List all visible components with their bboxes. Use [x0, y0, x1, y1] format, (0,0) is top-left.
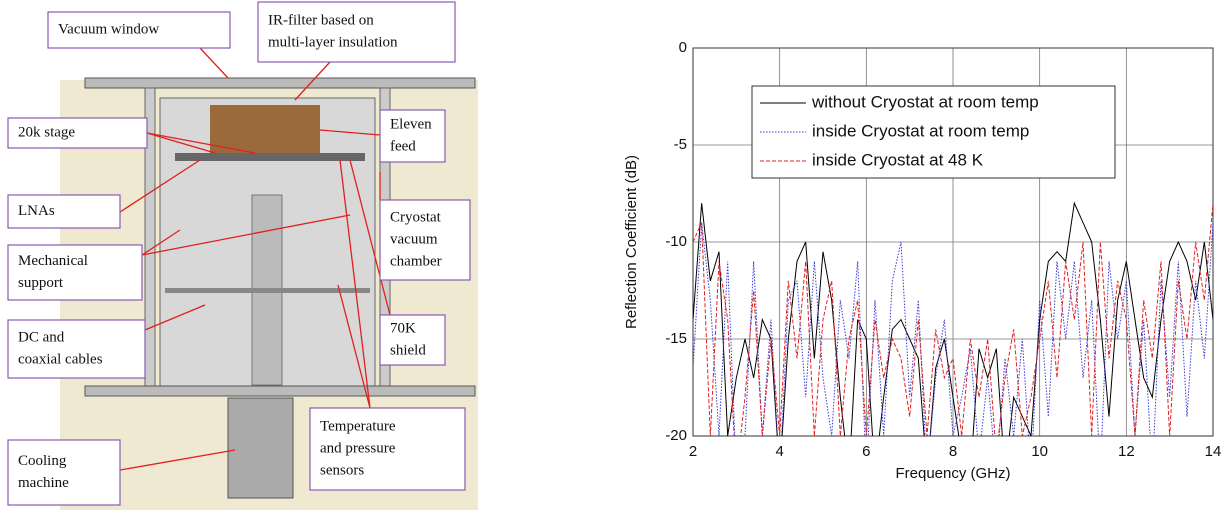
- label-text: Mechanical: [18, 253, 88, 269]
- label-text: shield: [390, 342, 426, 358]
- arrow: [119, 159, 201, 213]
- legend-label: inside Cryostat at 48 K: [812, 150, 984, 169]
- label-text: Vacuum window: [58, 21, 159, 37]
- label-box: [7, 194, 121, 229]
- arrow: [294, 61, 331, 101]
- label-text: Cooling: [18, 453, 67, 469]
- arrow: [119, 449, 236, 471]
- label-box: [7, 244, 143, 301]
- label-box: [379, 199, 471, 281]
- label-box: [7, 319, 146, 379]
- x-tick-label: 14: [1205, 443, 1222, 460]
- legend-box: [751, 85, 1116, 179]
- cryostat-diagram: Vacuum window IR-filter based on multi-lay…: [7, 1, 478, 510]
- arrow: [337, 284, 371, 409]
- label-text: 20k stage: [18, 124, 75, 140]
- arrow: [146, 132, 256, 154]
- y-tick-label: 0: [679, 39, 687, 56]
- arrow: [141, 229, 181, 256]
- label-text: 70K: [390, 320, 416, 336]
- label-text: Temperature: [320, 418, 396, 434]
- arrow: [146, 132, 216, 154]
- arrows: [119, 47, 391, 471]
- label-text: Eleven: [390, 116, 432, 132]
- arrow: [319, 129, 381, 136]
- x-tick-label: 6: [862, 443, 870, 460]
- label-text: vacuum: [390, 231, 438, 247]
- label-text: machine: [18, 475, 69, 491]
- x-tick-label: 8: [949, 443, 957, 460]
- x-tick-label: 12: [1118, 443, 1135, 460]
- x-tick-label: 10: [1031, 443, 1048, 460]
- stage-20k: [175, 153, 365, 161]
- label-text: Cryostat: [390, 209, 442, 225]
- arrow: [141, 214, 351, 256]
- cooling-unit: [227, 397, 294, 499]
- y-tick-label: -5: [674, 136, 687, 153]
- shield-plate: [165, 288, 370, 293]
- label-text: and pressure: [320, 440, 396, 456]
- label-text: LNAs: [18, 203, 55, 219]
- top-plate: [84, 77, 476, 89]
- series-line: [693, 201, 1213, 436]
- label-text: sensors: [320, 462, 364, 478]
- bottom-plate: [84, 385, 476, 397]
- x-tick-label: 4: [775, 443, 783, 460]
- label-text: IR-filter based on: [268, 12, 374, 28]
- arrow: [199, 47, 229, 79]
- y-tick-label: -10: [665, 233, 687, 250]
- label-text: support: [18, 275, 64, 291]
- chart: -20 -15 -10 -5 0 2 4 6 8 10 12 14 Frequency (GHz) Ref…: [623, 39, 1221, 482]
- label-text: feed: [390, 138, 416, 154]
- label-box: [257, 1, 456, 63]
- legend-label: inside Cryostat at room temp: [812, 121, 1029, 140]
- label-text: chamber: [390, 253, 442, 269]
- label-box: [7, 117, 148, 149]
- x-tick-label: 2: [689, 443, 697, 460]
- arrow: [144, 304, 206, 331]
- y-tick-label: -20: [665, 427, 687, 444]
- legend-label: without Cryostat at room temp: [811, 92, 1039, 111]
- label-text: coaxial cables: [18, 351, 103, 367]
- label-box: [7, 439, 121, 506]
- y-axis-label: Reflection Coefficient (dB): [623, 155, 640, 329]
- label-text: multi-layer insulation: [268, 34, 398, 50]
- label-box: [379, 109, 446, 163]
- arrow: [339, 159, 371, 409]
- x-axis-label: Frequency (GHz): [895, 465, 1010, 482]
- arrow: [349, 159, 391, 316]
- feed: [210, 105, 320, 155]
- label-box: [379, 314, 446, 366]
- label-text: DC and: [18, 329, 65, 345]
- y-tick-label: -15: [665, 330, 687, 347]
- label-box: [309, 407, 466, 491]
- label-box: [47, 11, 231, 49]
